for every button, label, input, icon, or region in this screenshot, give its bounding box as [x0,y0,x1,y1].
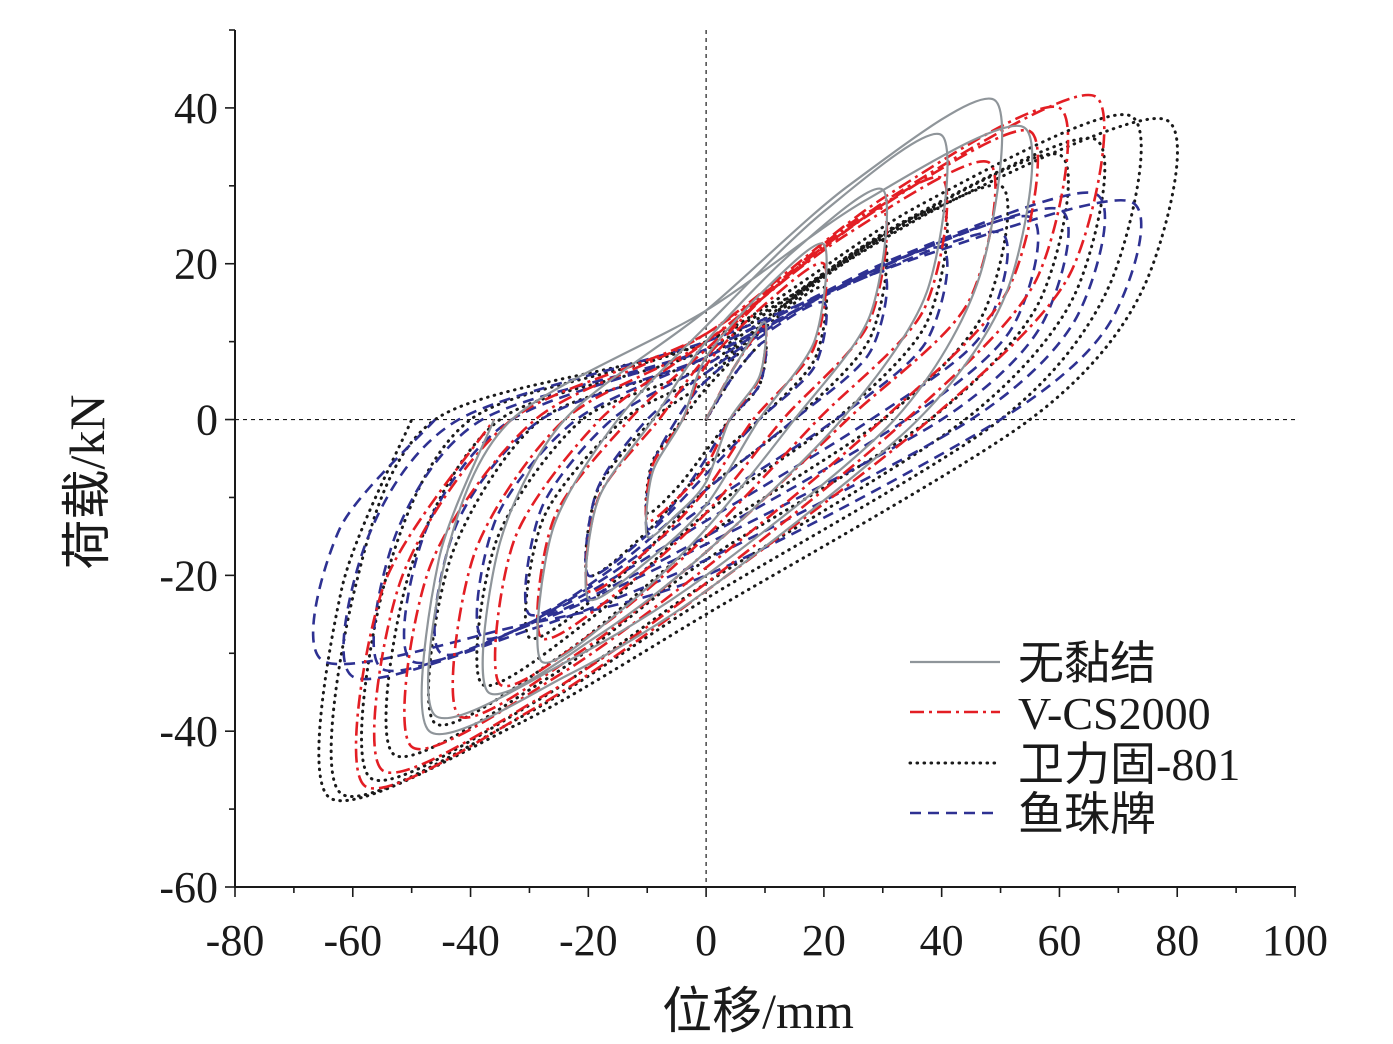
x-tick-label: 100 [1262,916,1328,965]
x-tick-label: 0 [695,916,717,965]
y-ticks: -60 -40 -20 0 20 40 [159,29,235,912]
x-tick-label: 80 [1155,916,1199,965]
no-bond-series-line [420,97,1034,736]
weiligu-801-series-line [317,113,1179,803]
y-tick-label: -40 [159,707,218,756]
x-tick-label: -20 [559,916,618,965]
legend-entry-v-cs2000: V-CS2000 [910,688,1211,739]
y-tick-label: 0 [196,396,218,445]
yuzhupai-series-line [311,191,1143,681]
x-ticks: -80 -60 -40 -20 0 20 40 60 80 100 [206,887,1328,965]
legend-entry-weiligu-801: 卫力固-801 [908,739,1240,790]
y-tick-label: 20 [174,240,218,289]
y-tick-label: -60 [159,863,218,912]
x-tick-label: -40 [441,916,500,965]
y-tick-label: -20 [159,551,218,600]
v-cs2000-series-line [354,93,1106,790]
series-layer [311,93,1179,803]
x-tick-label: -80 [206,916,265,965]
legend-entry-yuzhupai: 鱼珠牌 [910,789,1156,840]
legend-label: 卫力固-801 [1018,739,1240,790]
legend-entry-no-bond: 无黏结 [910,638,1156,689]
legend-label: V-CS2000 [1018,688,1211,739]
x-tick-label: -60 [323,916,382,965]
x-tick-label: 20 [802,916,846,965]
y-tick-label: 40 [174,84,218,133]
legend-label: 无黏结 [1018,638,1156,689]
x-tick-label: 40 [920,916,964,965]
legend: 无黏结 V-CS2000 卫力固-801 鱼珠牌 [908,638,1240,840]
y-axis-title: 荷载/kN [59,395,115,570]
x-axis-title: 位移/mm [662,983,854,1039]
legend-label: 鱼珠牌 [1018,789,1156,840]
x-tick-label: 60 [1037,916,1081,965]
